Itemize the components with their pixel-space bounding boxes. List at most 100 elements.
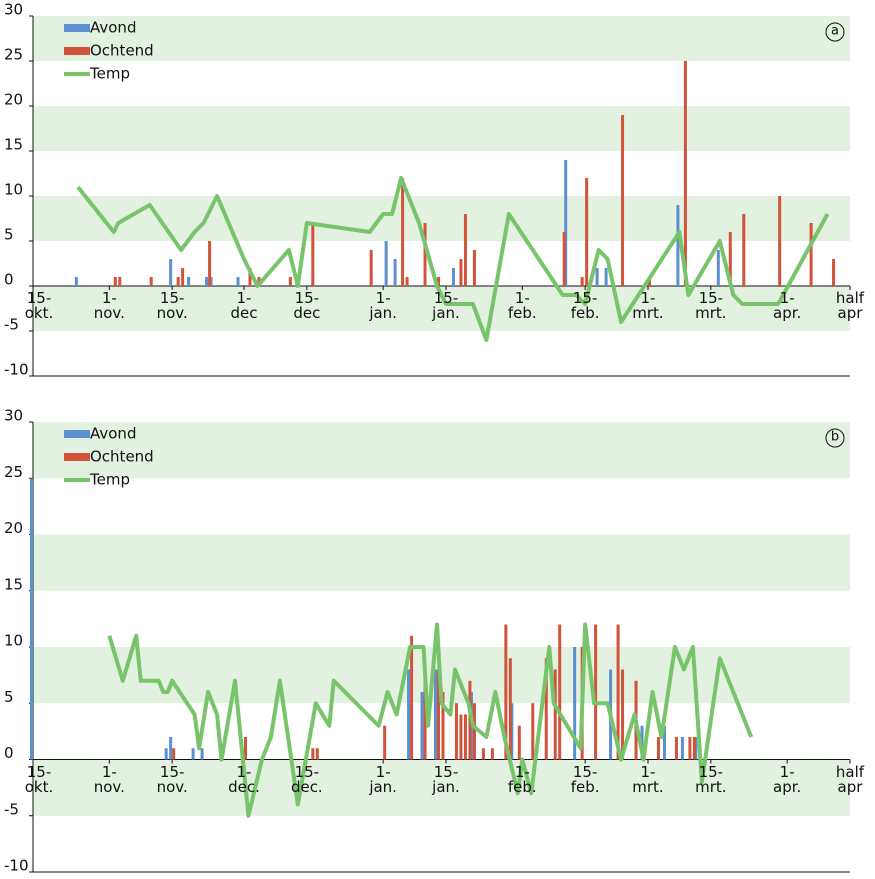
bar xyxy=(200,748,204,760)
bar xyxy=(463,714,467,760)
bar xyxy=(176,277,180,286)
x-tick-label: 15- mrt. xyxy=(695,289,727,322)
x-tick-label: 15- dec. xyxy=(290,762,323,796)
x-tick-label: half apr xyxy=(835,289,865,322)
bar xyxy=(490,748,494,760)
y-tick-label: -10 xyxy=(4,857,29,875)
x-tick-label: 15- okt. xyxy=(24,289,54,322)
bar xyxy=(74,277,78,286)
bar xyxy=(420,692,424,760)
legend-label: Temp xyxy=(89,471,130,489)
bar xyxy=(383,725,387,760)
bar xyxy=(692,737,696,760)
x-tick-label: 1- dec. xyxy=(228,762,260,796)
bar xyxy=(621,669,625,760)
legend-label: Ochtend xyxy=(90,448,154,466)
x-tick-label: 15- mrt. xyxy=(695,762,727,796)
bar xyxy=(531,703,535,760)
x-tick-label: 1- apr. xyxy=(773,289,802,322)
bar xyxy=(621,115,625,286)
grid-band xyxy=(33,759,850,816)
grid-band xyxy=(33,16,850,61)
x-tick-label: half apr xyxy=(835,762,865,796)
bar xyxy=(205,277,209,286)
bar xyxy=(481,748,485,760)
x-tick-label: 1- apr. xyxy=(773,762,802,796)
bar xyxy=(384,241,388,286)
bar xyxy=(288,277,292,286)
bar xyxy=(437,277,441,286)
bar xyxy=(311,748,315,760)
bar xyxy=(437,669,441,760)
legend-swatch xyxy=(64,47,90,55)
legend-label: Avond xyxy=(90,19,136,37)
y-tick-label: 0 xyxy=(4,271,14,289)
bar xyxy=(30,478,33,760)
bar xyxy=(716,250,720,286)
x-tick-label: 1- jan. xyxy=(369,762,397,796)
y-tick-label: 15 xyxy=(4,575,23,593)
bar xyxy=(236,277,240,286)
legend-label: Avond xyxy=(90,425,136,443)
bar xyxy=(459,259,463,286)
bar xyxy=(553,669,557,760)
bar xyxy=(113,277,117,286)
bar xyxy=(832,259,836,286)
bar xyxy=(401,178,405,286)
bar xyxy=(558,624,562,760)
y-tick-label: 25 xyxy=(4,463,23,481)
bar xyxy=(172,748,176,760)
bar xyxy=(169,259,173,286)
panel-badge xyxy=(825,428,845,448)
y-tick-label: 20 xyxy=(4,519,23,537)
bar xyxy=(594,624,598,760)
bar xyxy=(423,223,427,286)
grid-band xyxy=(33,196,850,241)
bar xyxy=(585,178,589,286)
bar xyxy=(410,635,414,760)
bar xyxy=(191,748,195,760)
bar xyxy=(164,748,168,760)
y-tick-label: 5 xyxy=(4,226,14,244)
x-tick-label: 15- nov. xyxy=(156,762,188,796)
grid-band xyxy=(33,106,850,151)
bar xyxy=(405,277,409,286)
temp-line xyxy=(76,176,830,342)
x-tick-label: 15- okt. xyxy=(24,762,54,796)
x-tick-label: 15- jan. xyxy=(432,289,460,322)
y-tick-label: 30 xyxy=(4,1,23,19)
y-tick-label: 5 xyxy=(4,688,14,706)
bar xyxy=(407,669,411,760)
bar xyxy=(683,61,687,286)
legend-swatch xyxy=(64,24,90,32)
y-tick-label: -10 xyxy=(4,361,29,379)
bar xyxy=(742,214,746,286)
bar xyxy=(243,737,247,760)
grid-band xyxy=(33,534,850,591)
bar xyxy=(311,223,315,286)
bar xyxy=(809,223,813,286)
y-tick-label: 0 xyxy=(4,744,14,762)
bar xyxy=(451,268,455,286)
bar xyxy=(544,658,548,760)
x-tick-label: 1- feb. xyxy=(507,289,537,322)
x-tick-label: 15- jan. xyxy=(432,762,460,796)
x-tick-label: 1- jan. xyxy=(369,289,397,322)
bar xyxy=(656,737,660,760)
y-tick-label: -5 xyxy=(4,800,19,818)
x-tick-label: 1- mrt. xyxy=(632,762,664,796)
bar xyxy=(616,624,620,760)
legend-label: Ochtend xyxy=(90,42,154,60)
x-tick-label: 15- nov. xyxy=(156,289,188,322)
panel-label: b xyxy=(831,430,839,445)
bar xyxy=(680,737,684,760)
y-tick-label: -5 xyxy=(4,316,19,334)
bar xyxy=(676,205,680,286)
bar xyxy=(423,669,427,760)
bar xyxy=(562,232,566,286)
bar xyxy=(441,692,445,760)
bar xyxy=(778,196,782,286)
legend-label: Temp xyxy=(89,65,130,83)
